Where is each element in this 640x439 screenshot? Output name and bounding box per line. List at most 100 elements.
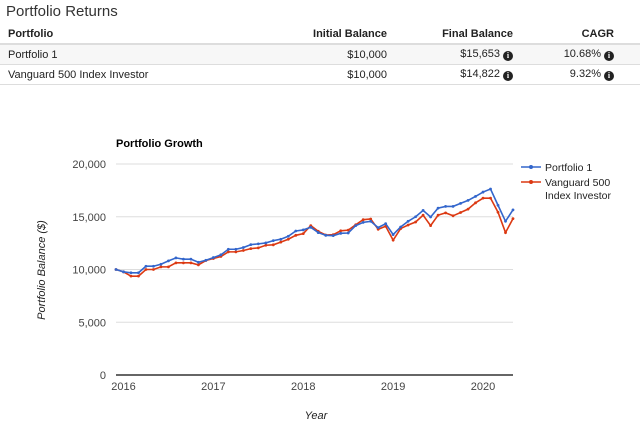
data-point [331,234,335,238]
data-point [481,190,485,194]
legend-label: Index Investor [545,190,611,202]
data-point [451,214,455,218]
data-point [316,231,320,234]
y-tick-label: 5,000 [78,317,106,329]
info-icon[interactable]: i [604,71,614,81]
data-point [211,256,215,259]
data-point [271,243,275,247]
info-icon[interactable]: i [503,51,513,61]
col-cagr: CAGR [521,24,640,45]
data-point [219,253,223,257]
data-point [489,187,492,191]
data-point [496,210,500,214]
data-point [436,213,440,217]
data-point [391,233,395,236]
data-point [256,242,260,246]
final-balance: $14,822 [460,68,500,80]
cagr: 9.32% [569,68,601,80]
info-icon[interactable]: i [503,71,513,81]
data-point [174,261,178,265]
data-point [249,247,253,251]
y-tick-label: 15,000 [72,212,106,224]
data-point [286,234,290,238]
series-line [115,197,514,277]
col-initial: Initial Balance [249,24,395,45]
y-tick-label: 10,000 [72,265,106,277]
page-title: Portfolio Returns [6,3,118,20]
data-point [429,215,433,219]
data-point [489,196,492,200]
data-point [474,201,477,205]
data-point [361,220,365,224]
x-tick-label: 2018 [291,381,315,393]
data-point [182,261,185,265]
data-point [279,237,283,241]
info-icon[interactable]: i [604,51,614,61]
data-point [369,219,373,223]
data-point [122,270,125,274]
y-tick-label: 20,000 [72,159,106,171]
x-tick-label: 2020 [471,381,495,393]
data-point [504,219,507,223]
data-point [324,233,328,237]
data-point [234,250,238,254]
data-point [459,211,462,214]
data-point [391,238,395,242]
data-point [451,205,455,208]
returns-table: Portfolio Initial Balance Final Balance … [0,24,640,85]
data-point [466,198,470,202]
data-point [436,206,440,210]
data-point [406,223,410,227]
data-point [137,274,140,278]
data-point [346,228,350,232]
series-line [115,187,514,274]
data-point [152,268,155,271]
col-final: Final Balance [395,24,521,45]
data-point [174,256,178,260]
table-row: Vanguard 500 Index Investor $10,000 $14,… [0,64,640,85]
data-point [294,229,298,233]
chart-title: Portfolio Growth [116,138,203,150]
data-point [167,259,170,263]
data-point [196,263,200,267]
data-point [129,271,133,275]
data-point [481,196,485,200]
data-point [414,215,418,219]
data-point [466,207,470,211]
x-tick-label: 2019 [381,381,405,393]
y-axis-label: Portfolio Balance ($) [36,220,48,320]
data-point [279,240,283,244]
initial-balance: $10,000 [249,44,395,65]
x-tick-label: 2017 [201,381,225,393]
table-row: Portfolio 1 $10,000 $15,653 i 10.68% i [0,44,640,65]
data-point [346,231,350,235]
data-point [144,264,148,268]
x-tick-label: 2016 [111,381,135,393]
y-tick-label: 0 [100,370,106,382]
data-point [301,232,305,236]
data-point [339,231,343,235]
portfolio-name: Portfolio 1 [0,44,249,65]
data-point [421,213,425,217]
data-point [444,211,447,215]
legend-marker [529,165,533,169]
data-point [429,224,433,228]
data-point [256,246,260,250]
data-point [264,243,268,247]
data-point [159,265,163,269]
data-point [226,247,230,251]
data-point [459,201,462,205]
data-point [129,274,133,278]
data-point [152,264,155,268]
data-point [339,229,343,233]
x-axis-label: Year [305,410,329,422]
data-point [189,261,193,265]
data-point [376,226,380,230]
data-point [226,250,230,254]
data-point [369,217,373,221]
final-balance: $15,653 [460,48,500,60]
data-point [271,239,275,242]
data-point [421,209,425,212]
cagr: 10.68% [563,48,601,60]
data-point [144,268,148,271]
